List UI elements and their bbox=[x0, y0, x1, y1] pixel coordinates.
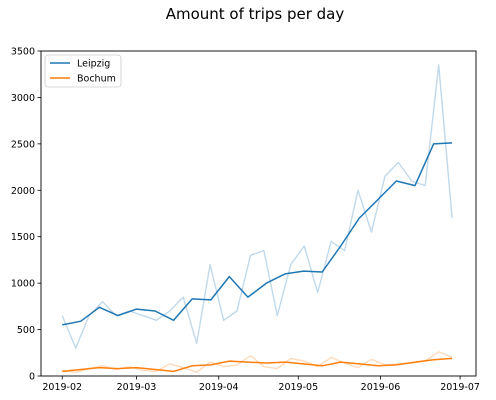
series-line-leipzig bbox=[62, 142, 453, 326]
x-tick-label: 2019-02 bbox=[42, 382, 82, 393]
y-axis: 0 500 1000 1500 2000 2500 3000 3500 bbox=[11, 47, 41, 383]
y-tick-label: 1500 bbox=[11, 232, 35, 243]
chart-title: Amount of trips per day bbox=[166, 5, 345, 23]
y-tick-label: 2000 bbox=[11, 186, 35, 197]
y-tick-label: 2500 bbox=[11, 139, 35, 150]
series-line-bochum bbox=[62, 357, 453, 373]
y-tick-label: 1000 bbox=[11, 279, 35, 290]
plot-series bbox=[61, 64, 453, 373]
x-tick-label: 2019-07 bbox=[440, 382, 480, 393]
x-axis: 2019-02 2019-03 2019-04 2019-05 2019-06 2019-… bbox=[42, 376, 480, 393]
x-tick-label: 2019-03 bbox=[117, 382, 157, 393]
series-daily-leipzig bbox=[61, 64, 453, 349]
y-tick-label: 3500 bbox=[11, 47, 35, 58]
x-tick-label: 2019-06 bbox=[361, 382, 401, 393]
plot-frame bbox=[40, 50, 477, 377]
y-tick-label: 500 bbox=[17, 325, 35, 336]
x-tick-label: 2019-05 bbox=[278, 382, 318, 393]
y-tick-label: 3000 bbox=[11, 93, 35, 104]
legend-label-leipzig: Leipzig bbox=[77, 59, 110, 70]
y-tick-label: 0 bbox=[29, 372, 35, 383]
legend: Leipzig Bochum bbox=[44, 54, 122, 88]
legend-label-bochum: Bochum bbox=[77, 74, 116, 85]
x-tick-label: 2019-04 bbox=[199, 382, 239, 393]
